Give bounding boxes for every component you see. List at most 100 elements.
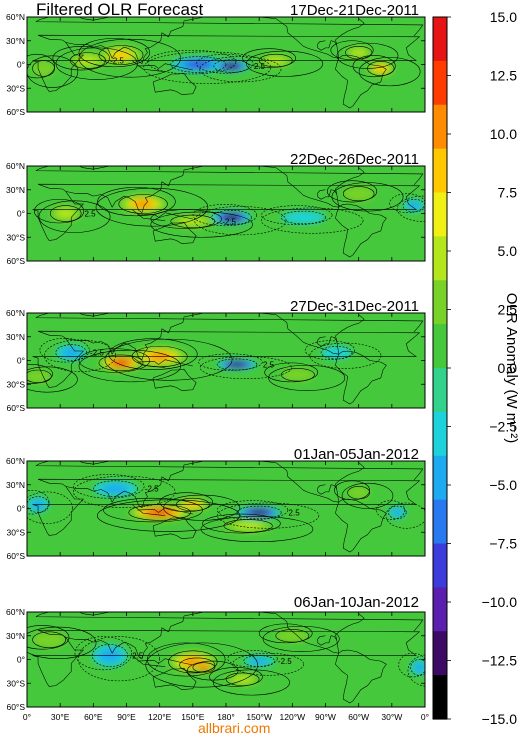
y-tick-label: 0° (17, 209, 25, 219)
y-tick-label: 30°S (6, 83, 25, 93)
contour-line (331, 182, 404, 212)
colorbar-segment (433, 17, 447, 62)
y-tick-label: 30°N (6, 480, 25, 490)
contour-line (44, 339, 116, 372)
colorbar-tick-label: −15.0 (482, 711, 518, 727)
contour-line (49, 205, 82, 222)
x-tick-label: 150°W (246, 712, 272, 722)
watermark-text: allbrari.com (198, 720, 270, 736)
contour-line (97, 187, 176, 217)
contour-line (27, 53, 55, 79)
contour-line (275, 629, 310, 643)
contour-line (52, 45, 110, 71)
contour-label: 2.5 (254, 62, 266, 71)
coastline (65, 166, 204, 214)
contour-line (209, 667, 263, 687)
coastline (137, 359, 193, 367)
coastline (317, 336, 337, 347)
colorbar-tick-label: 0.0 (498, 360, 518, 376)
contour-line (280, 368, 315, 382)
y-tick-label: 60°N (6, 308, 25, 318)
x-tick-label: 0° (23, 712, 31, 722)
colorbar-tick-label: −2.5 (489, 419, 517, 435)
anomaly-cell (134, 200, 152, 208)
colorbar-segment (433, 148, 447, 194)
coastline (65, 17, 204, 65)
y-tick-label: 30°N (6, 36, 25, 46)
forecast-panel: 2.5 -2.5 60°N 30°N 0° 30°S 60°S 17Dec-21Dec-201… (6, 2, 426, 117)
coastline (242, 461, 365, 503)
forecast-panel: 2.5 -2.5 60°N 30°N 0° 30°S 60°S 27Dec-31Dec-201… (6, 298, 426, 413)
coastline (131, 60, 166, 72)
y-tick-label: 30°S (6, 678, 25, 688)
coastline (335, 350, 387, 405)
colorbar-segment (433, 104, 447, 150)
x-tick-label: 30°W (381, 712, 402, 722)
contour-line (223, 519, 273, 533)
contour-line (170, 214, 216, 229)
anomaly-cell (249, 657, 269, 665)
contour-label: -2.5 (90, 349, 104, 358)
contour-line (261, 205, 333, 225)
contour-line (385, 502, 425, 529)
y-tick-label: 60°N (6, 161, 25, 171)
contour-line (103, 497, 203, 523)
anomaly-cell (32, 631, 66, 648)
contour-line (27, 369, 52, 383)
contour-line (147, 49, 237, 75)
anomaly-cell (152, 510, 168, 515)
contour-line (199, 56, 282, 83)
coastline (65, 313, 204, 361)
x-tick-label: 60°W (348, 712, 369, 722)
anomaly-cell (253, 510, 265, 514)
coastline (65, 612, 204, 660)
anomaly-cell (188, 61, 208, 68)
anomaly-cell (56, 208, 76, 219)
colorbar-tick-label: −5.0 (489, 477, 517, 493)
contour-line (345, 45, 373, 60)
contour-label: 2.5 (132, 652, 144, 661)
contour-line (280, 210, 326, 225)
coastline (152, 667, 197, 690)
contour-line (258, 623, 313, 644)
anomaly-cell (350, 48, 367, 57)
coastline (32, 330, 421, 388)
contour-line (39, 338, 90, 363)
contour-line (358, 57, 421, 87)
contour-line (33, 198, 85, 224)
contour-line (330, 40, 374, 61)
contour-line (159, 492, 214, 512)
contour-line (200, 516, 314, 543)
x-tick-label: 0° (421, 712, 429, 722)
contour-line (27, 491, 73, 524)
x-tick-label: 90°W (315, 712, 336, 722)
contour-line (211, 210, 252, 225)
x-tick-label: 30°E (51, 712, 70, 722)
contour-label: 2.5 (84, 210, 96, 219)
contour-line (170, 56, 227, 73)
anomaly-cell (61, 347, 81, 358)
forecast-panel: 2.5 -2.5 60°N 30°N 0° 30°S 60°S 06Jan-10Jan-201… (6, 594, 426, 712)
contour-line (242, 48, 296, 68)
contour-line (236, 505, 282, 520)
anomaly-cell (232, 363, 242, 366)
contour-line (77, 636, 160, 682)
map-background (27, 612, 425, 707)
contour-line (196, 53, 254, 74)
contour-line (98, 45, 144, 65)
coastline (242, 313, 365, 355)
panel-period: 01Jan-05Jan-2012 (294, 446, 419, 463)
contour-line (376, 500, 406, 520)
contour-line (336, 42, 399, 69)
coastline (32, 629, 421, 687)
coastline (32, 183, 421, 241)
x-tick-label: 120°E (148, 712, 172, 722)
anomaly-cell (201, 666, 207, 669)
colorbar-tick-label: 10.0 (490, 126, 517, 142)
contour-line (202, 513, 281, 534)
colorbar-tick-label: 2.5 (498, 302, 518, 318)
coastline (32, 478, 421, 536)
y-tick-label: 60°S (6, 107, 25, 117)
anomaly-cell (232, 675, 253, 684)
contour-line (199, 356, 292, 380)
